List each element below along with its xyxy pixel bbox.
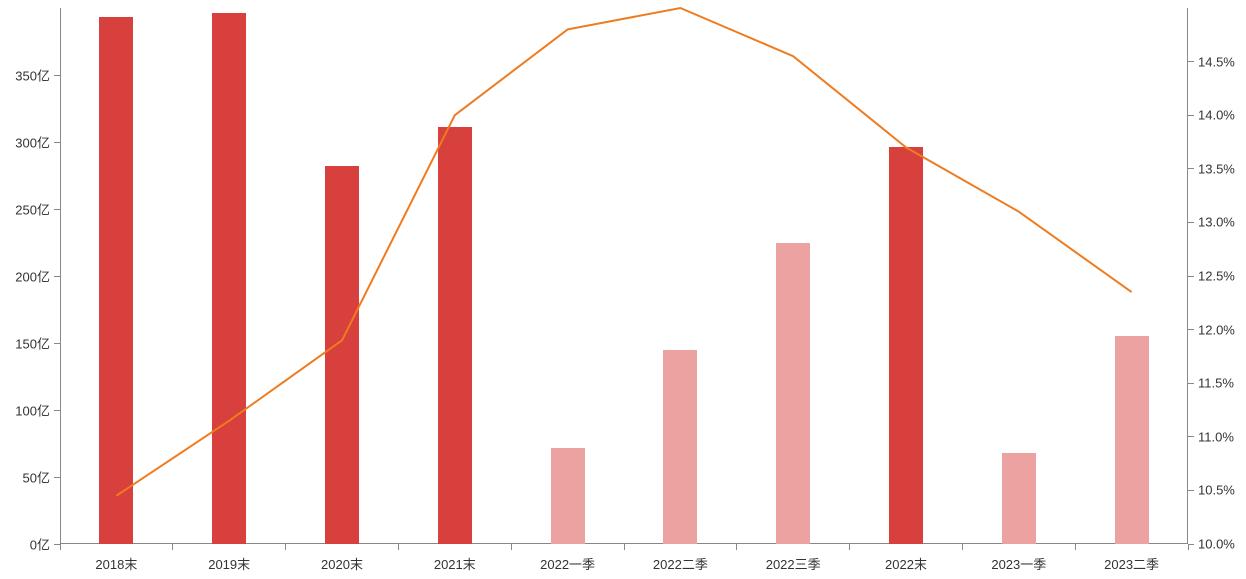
x-tick xyxy=(60,544,61,550)
y-right-tick xyxy=(1188,329,1194,330)
y-right-tick-label: 10.0% xyxy=(1198,537,1235,552)
x-tick xyxy=(736,544,737,550)
y-left-tick-label: 300亿 xyxy=(15,133,50,152)
y-right-tick-label: 10.5% xyxy=(1198,483,1235,498)
y-right-tick xyxy=(1188,61,1194,62)
x-tick-label: 2023二季 xyxy=(1104,554,1159,573)
plot-area xyxy=(60,8,1188,544)
x-tick xyxy=(849,544,850,550)
line-layer xyxy=(60,8,1188,544)
y-right-tick xyxy=(1188,115,1194,116)
y-right-tick xyxy=(1188,168,1194,169)
y-left-tick-label: 350亿 xyxy=(15,66,50,85)
y-right-tick xyxy=(1188,490,1194,491)
x-tick-label: 2021末 xyxy=(434,554,476,573)
y-left-tick-label: 150亿 xyxy=(15,334,50,353)
y-right-tick xyxy=(1188,222,1194,223)
y-right-tick xyxy=(1188,544,1194,545)
y-right-tick xyxy=(1188,383,1194,384)
x-tick xyxy=(285,544,286,550)
x-tick-label: 2018末 xyxy=(95,554,137,573)
line-series xyxy=(116,8,1131,496)
x-tick xyxy=(624,544,625,550)
y-right-tick-label: 13.0% xyxy=(1198,215,1235,230)
x-tick-label: 2020末 xyxy=(321,554,363,573)
x-tick xyxy=(1188,544,1189,550)
x-tick-label: 2023一季 xyxy=(991,554,1046,573)
y-right-tick-label: 11.0% xyxy=(1198,429,1234,444)
y-right-tick-label: 14.0% xyxy=(1198,108,1235,123)
y-right-tick-label: 14.5% xyxy=(1198,54,1235,69)
x-tick xyxy=(962,544,963,550)
x-tick-label: 2022末 xyxy=(885,554,927,573)
y-right-tick-label: 12.5% xyxy=(1198,269,1235,284)
x-tick xyxy=(511,544,512,550)
x-tick xyxy=(1075,544,1076,550)
y-left-tick-label: 250亿 xyxy=(15,200,50,219)
x-tick xyxy=(172,544,173,550)
y-left-tick-label: 50亿 xyxy=(23,468,50,487)
combo-chart: 0亿 50亿 100亿 150亿 200亿 250亿 300亿 350亿 10.0% 10.5% 1… xyxy=(0,0,1246,579)
x-tick-label: 2019末 xyxy=(208,554,250,573)
y-right-tick-label: 13.5% xyxy=(1198,161,1235,176)
y-left-tick-label: 0亿 xyxy=(30,535,50,554)
x-tick-label: 2022三季 xyxy=(766,554,821,573)
y-right-tick-label: 11.5% xyxy=(1198,376,1234,391)
y-left-tick-label: 200亿 xyxy=(15,267,50,286)
x-tick xyxy=(398,544,399,550)
y-right-tick xyxy=(1188,276,1194,277)
x-tick-label: 2022二季 xyxy=(653,554,708,573)
y-left-tick-label: 100亿 xyxy=(15,401,50,420)
x-tick-label: 2022一季 xyxy=(540,554,595,573)
y-right-tick xyxy=(1188,436,1194,437)
y-right-tick-label: 12.0% xyxy=(1198,322,1235,337)
